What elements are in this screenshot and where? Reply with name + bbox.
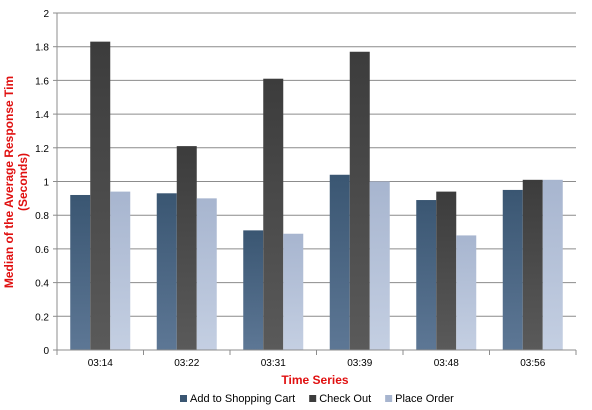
bar-place-order-0322 [196, 198, 217, 350]
bar-check-out-0348 [436, 191, 457, 350]
y-tick-label: 1.4 [35, 110, 49, 121]
x-tick-label: 03:22 [174, 358, 199, 369]
x-tick-labels: 03:14 03:22 03:31 03:39 03:48 03:56 [56, 350, 577, 369]
bar-place-order-0356 [542, 179, 563, 350]
bar-place-order-0348 [456, 235, 477, 350]
y-tick-label: 2 [43, 9, 49, 20]
y-tick-label: 0.8 [35, 211, 49, 222]
bar-check-out-0356 [522, 179, 543, 350]
legend-label: Check Out [319, 393, 371, 405]
bar-place-order-0331 [283, 233, 304, 350]
bar-add-to-shopping-cart-0348 [416, 200, 437, 350]
legend-label: Place Order [395, 393, 454, 405]
bar-add-to-shopping-cart-0322 [156, 193, 177, 350]
bar-check-out-0322 [176, 146, 197, 350]
bar-add-to-shopping-cart-0356 [502, 189, 523, 350]
y-tick-label: 1.2 [35, 144, 49, 155]
bar-check-out-0314 [90, 41, 111, 351]
y-tick-label: 0.6 [35, 245, 49, 256]
y-tick-label: 0.4 [35, 279, 49, 290]
y-tick-label: 0 [43, 346, 49, 357]
x-tick-label: 03:31 [261, 358, 286, 369]
bar-add-to-shopping-cart-0331 [243, 230, 264, 350]
x-axis-title: Time Series [281, 373, 348, 387]
legend-label: Add to Shopping Cart [190, 393, 295, 405]
y-tick-label: 1.8 [35, 43, 49, 54]
y-axis-title-line2: (Seconds) [16, 153, 30, 211]
gridlines [53, 12, 576, 351]
bar-place-order-0339 [369, 181, 390, 350]
y-axis-title-line1: Median of the Average Response Tim [2, 76, 16, 288]
bar-check-out-0339 [349, 51, 370, 350]
bar-add-to-shopping-cart-0339 [329, 174, 350, 350]
legend-swatch [180, 395, 187, 402]
y-tick-label: 0.2 [35, 312, 49, 323]
y-tick-label: 1 [43, 178, 49, 189]
y-tick-labels: 0 0.2 0.4 0.6 0.8 1 1.2 1.4 1.6 1.8 2 [35, 9, 49, 357]
x-tick-label: 03:48 [434, 358, 459, 369]
legend: Add to Shopping Cart Check Out Place Order [180, 393, 454, 405]
bars [70, 41, 563, 351]
x-tick-label: 03:39 [347, 358, 372, 369]
x-tick-label: 03:14 [88, 358, 113, 369]
legend-swatch [309, 395, 317, 402]
bar-add-to-shopping-cart-0314 [70, 194, 91, 350]
bar-place-order-0314 [110, 191, 131, 350]
bar-check-out-0331 [263, 78, 284, 350]
y-tick-label: 1.6 [35, 76, 49, 87]
legend-swatch [385, 395, 393, 402]
x-tick-label: 03:56 [520, 358, 545, 369]
